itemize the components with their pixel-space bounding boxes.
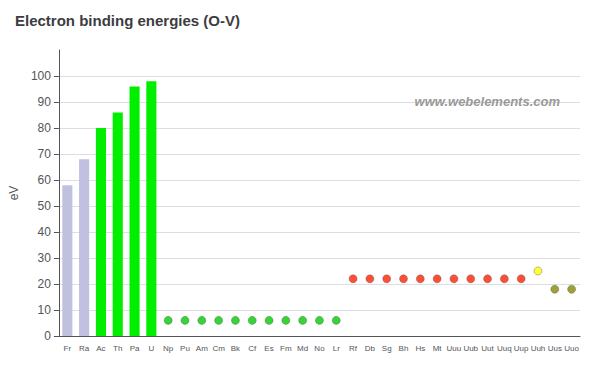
svg-text:U: U (148, 344, 154, 353)
svg-text:eV: eV (7, 186, 21, 201)
svg-text:Uuo: Uuo (564, 344, 579, 353)
svg-text:Mt: Mt (433, 344, 443, 353)
svg-text:Es: Es (264, 344, 273, 353)
svg-text:40: 40 (38, 225, 52, 239)
svg-text:www.webelements.com: www.webelements.com (415, 94, 561, 109)
svg-text:100: 100 (31, 69, 51, 83)
svg-text:Uuu: Uuu (447, 344, 462, 353)
svg-text:80: 80 (38, 121, 52, 135)
svg-text:90: 90 (38, 95, 52, 109)
svg-text:Ac: Ac (96, 344, 105, 353)
svg-text:Pa: Pa (130, 344, 140, 353)
svg-text:Hs: Hs (415, 344, 425, 353)
svg-text:Np: Np (163, 344, 174, 353)
svg-text:Uuq: Uuq (497, 344, 512, 353)
svg-text:Bk: Bk (231, 344, 241, 353)
svg-text:Lr: Lr (333, 344, 340, 353)
svg-text:30: 30 (38, 251, 52, 265)
svg-text:Uuh: Uuh (531, 344, 546, 353)
svg-text:Th: Th (113, 344, 122, 353)
svg-text:Uus: Uus (548, 344, 562, 353)
svg-text:Am: Am (196, 344, 208, 353)
svg-text:Fm: Fm (280, 344, 292, 353)
svg-text:50: 50 (38, 199, 52, 213)
svg-text:20: 20 (38, 277, 52, 291)
svg-text:No: No (314, 344, 325, 353)
svg-text:Ra: Ra (79, 344, 90, 353)
svg-text:Db: Db (365, 344, 376, 353)
svg-text:Bh: Bh (399, 344, 409, 353)
svg-text:Uup: Uup (514, 344, 529, 353)
svg-text:Cf: Cf (248, 344, 257, 353)
svg-text:60: 60 (38, 173, 52, 187)
svg-text:Md: Md (297, 344, 308, 353)
svg-text:Electron binding energies (O-V: Electron binding energies (O-V) (15, 12, 240, 29)
svg-text:0: 0 (44, 329, 51, 343)
svg-text:Uut: Uut (481, 344, 494, 353)
svg-text:Sg: Sg (382, 344, 392, 353)
svg-text:70: 70 (38, 147, 52, 161)
svg-text:10: 10 (38, 303, 52, 317)
svg-text:Uub: Uub (463, 344, 478, 353)
svg-text:Fr: Fr (64, 344, 72, 353)
svg-text:Rf: Rf (349, 344, 358, 353)
svg-text:Pu: Pu (180, 344, 190, 353)
svg-text:Cm: Cm (212, 344, 225, 353)
